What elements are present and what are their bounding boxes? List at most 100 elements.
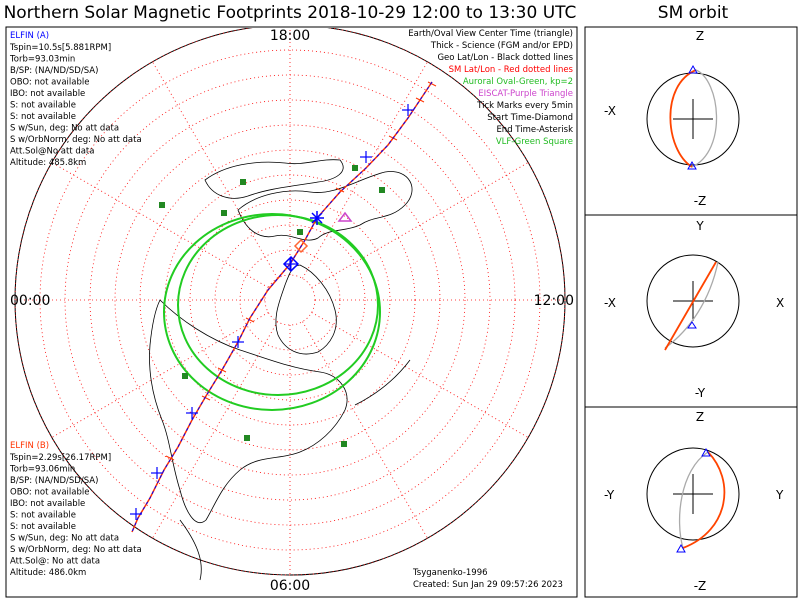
coast-siberia [237,171,413,241]
orbit2-orbit-red [664,261,717,351]
orbit-panel-3: Z -Z -Y Y [604,410,784,593]
orbit2-triangle [687,321,697,329]
coast-greenland [275,264,337,355]
legend-entry: Auroral Oval-Green, kp=2 [463,77,573,87]
coast-arctic-coast [204,159,344,199]
page-title: Northern Solar Magnetic Footprints 2018-… [4,3,577,23]
elfin-b-info: Tspin=2.29s[26.17RPM] Torb=93.06minB/SP: … [9,453,142,578]
elfin-b-title: ELFIN (B) [10,441,49,451]
orbit3-orbit-gray [678,451,709,549]
vlf-square [240,179,246,185]
legend-entry: Tick Marks every 5min [476,101,573,111]
elfin-b-tick [201,395,211,401]
sat-info-line: Altitude: 485.8km [10,158,86,168]
elfin-b-tick [245,317,255,323]
auroral-oval-equatorward [163,213,381,411]
elfin-a-ticks [130,104,414,520]
orbit3-triangle-top [701,447,711,457]
model-credit: Tsyganenko-1996 [412,568,488,578]
coast-europe [354,359,411,406]
legend: Earth/Oval View Center Time (triangle) Th… [408,29,573,147]
sm-lat-ring [189,199,391,401]
sm-longitude-lines [15,28,565,575]
sat-info-line: Altitude: 486.0km [10,568,86,578]
sat-info-line: S: not available [10,112,76,122]
hour-label-00: 00:00 [10,293,50,309]
sat-info-line: Att.Sol@: No att data [10,557,100,567]
vlf-square [341,441,347,447]
sm-lat-ring [14,28,566,576]
sat-info-line: Tspin=10.5s[5.881RPM] [9,43,111,53]
sat-info-line: Att.Sol@No att data [10,147,94,157]
orbit2-bottom-label: -Y [695,386,706,400]
orbit3-orbit-red [682,451,726,549]
coastlines [149,159,413,581]
orbit1-triangle-bottom [687,160,697,170]
orbit2-earth [646,254,740,348]
vlf-square [379,187,385,193]
sat-info-line: S w/Sun, deg: No att data [10,534,119,544]
coast-north-america [149,299,348,523]
legend-entry: Start Time-Diamond [487,113,573,123]
sm-lon-line [152,321,278,539]
elfin-a-title: ELFIN (A) [10,31,49,41]
legend-entry: VLF-Green Square [496,137,573,147]
orbit-title: SM orbit [658,3,729,23]
sm-lat-ring [264,274,316,326]
sat-info-line: OBO: not available [10,78,89,88]
sm-lat-ring [114,124,466,476]
hour-label-18: 18:00 [270,28,310,44]
legend-entry: Earth/Oval View Center Time (triangle) [408,29,573,39]
legend-entry: EISCAT-Purple Triangle [478,89,573,99]
orbit1-orbit-red [669,69,697,168]
orbit2-orbit-gray [664,261,719,349]
vlf-square [244,435,250,441]
vlf-square [182,373,188,379]
vlf-square [159,202,165,208]
sm-lon-line [302,321,428,539]
eiscat-triangle [337,211,353,222]
sat-info-line: Torb=93.06min [9,465,75,475]
sat-info-line: B/SP: (NA/ND/SD/SA) [10,476,98,486]
legend-entry: End Time-Asterisk [496,125,573,135]
legend-entry: Thick - Science (FGM and/or EPD) [430,41,573,51]
elfin-a-end-asterisk [310,211,324,225]
elfin-b-tick [217,367,227,373]
sm-lon-line [152,61,278,279]
sm-lat-ring [214,224,366,376]
orbit3-top-label: Z [696,410,704,424]
sat-info-line: S w/OrbNorm, deg: No att data [10,545,142,555]
elfin-b-tick [427,81,437,87]
sat-info-line: Tspin=2.29s[26.17RPM] [9,453,111,463]
sm-lon-line [51,162,269,288]
vlf-stations [159,165,385,447]
elfin-b-ticks [165,81,437,461]
sm-lon-line [311,162,529,288]
vlf-square [352,165,358,171]
sat-info-line: S w/OrbNorm, deg: No att data [10,135,142,145]
orbit3-triangle-bottom [676,543,686,553]
sat-info-line: S: not available [10,522,76,532]
orbit-panel-2: Y -Y -X X [604,219,784,400]
vlf-square [297,229,303,235]
orbit1-triangle-top [688,64,698,74]
created-credit: Created: Sun Jan 29 09:57:26 2023 [413,580,563,590]
orbit3-left-label: -Y [604,488,615,502]
coast-central-america [179,519,202,581]
sm-lon-line [302,61,428,279]
orbit2-right-label: X [776,296,784,310]
orbit1-left-label: -X [604,104,616,118]
sat-info-line: IBO: not available [10,89,85,99]
polar-map: 18:00 00:00 12:00 06:00 Earth/Oval View … [9,28,574,594]
elfin-b-tick [415,97,425,103]
hour-label-06: 06:00 [270,578,310,594]
legend-entry: Geo Lat/Lon - Black dotted lines [437,53,573,63]
vlf-square [221,210,227,216]
orbit1-orbit-gray [691,69,718,168]
legend-entry: SM Lat/Lon - Red dotted lines [449,65,574,75]
sat-info-line: B/SP: (NA/ND/SD/SA) [10,66,98,76]
elfin-b-track [131,81,433,533]
orbit1-bottom-label: -Z [694,194,707,208]
sm-lat-ring [89,99,491,501]
